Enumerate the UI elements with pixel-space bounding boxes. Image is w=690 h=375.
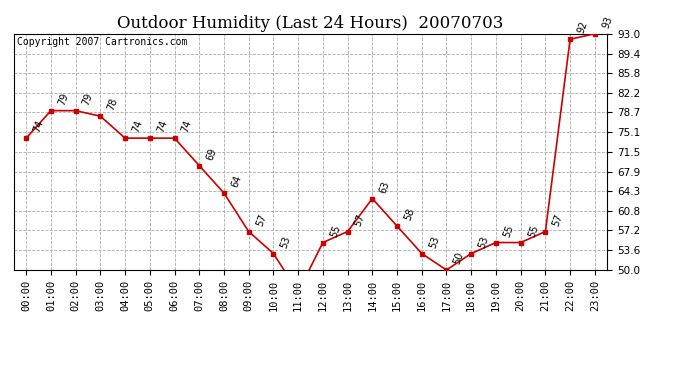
Title: Outdoor Humidity (Last 24 Hours)  20070703: Outdoor Humidity (Last 24 Hours) 2007070…	[117, 15, 504, 32]
Text: 57: 57	[551, 212, 564, 227]
Text: 58: 58	[402, 207, 416, 222]
Text: 74: 74	[32, 119, 46, 134]
Text: 46: 46	[0, 374, 1, 375]
Text: 57: 57	[353, 212, 367, 227]
Text: 53: 53	[279, 234, 293, 249]
Text: 69: 69	[205, 147, 218, 162]
Text: 92: 92	[575, 20, 589, 35]
Text: 74: 74	[155, 119, 169, 134]
Text: 79: 79	[81, 92, 95, 106]
Text: 78: 78	[106, 97, 119, 112]
Text: 74: 74	[180, 119, 194, 134]
Text: 64: 64	[230, 174, 243, 189]
Text: 74: 74	[130, 119, 144, 134]
Text: 93: 93	[600, 15, 614, 30]
Text: 55: 55	[502, 223, 515, 238]
Text: 50: 50	[452, 251, 466, 266]
Text: 55: 55	[526, 223, 540, 238]
Text: 53: 53	[477, 234, 491, 249]
Text: 79: 79	[57, 92, 70, 106]
Text: 53: 53	[427, 234, 441, 249]
Text: 55: 55	[328, 223, 342, 238]
Text: 63: 63	[378, 180, 391, 194]
Text: 57: 57	[254, 212, 268, 227]
Text: Copyright 2007 Cartronics.com: Copyright 2007 Cartronics.com	[17, 37, 187, 47]
